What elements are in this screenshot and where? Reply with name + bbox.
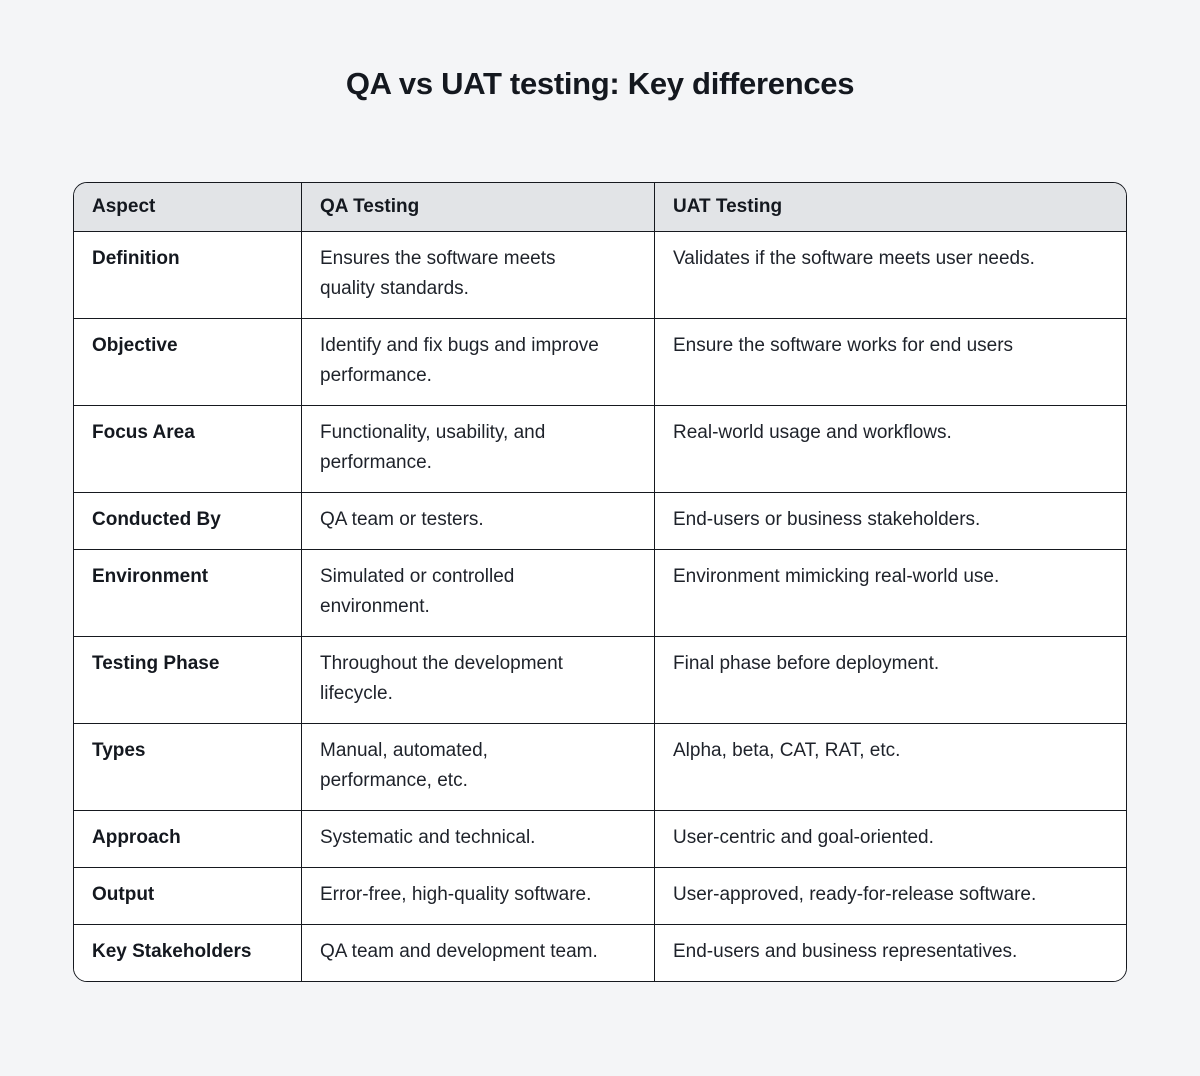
qa-value: Identify and fix bugs and improve perfor… bbox=[320, 335, 599, 386]
uat-cell: Ensure the software works for end users bbox=[655, 319, 1126, 406]
column-header-aspect: Aspect bbox=[74, 183, 302, 232]
aspect-cell: Definition bbox=[74, 232, 302, 319]
aspect-cell: Conducted By bbox=[74, 493, 302, 550]
page-title: QA vs UAT testing: Key differences bbox=[345, 66, 855, 101]
qa-cell: Manual, automated, performance, etc. bbox=[302, 724, 655, 811]
uat-cell: User-approved, ready-for-release softwar… bbox=[655, 868, 1126, 925]
uat-cell: End-users or business stakeholders. bbox=[655, 493, 1126, 550]
aspect-cell: Environment bbox=[74, 550, 302, 637]
qa-value: Functionality, usability, and performanc… bbox=[320, 422, 546, 473]
uat-value: Environment mimicking real-world use. bbox=[673, 566, 1000, 587]
uat-value: User-centric and goal-oriented. bbox=[673, 827, 934, 848]
qa-cell: QA team or testers. bbox=[302, 493, 655, 550]
aspect-label: Approach bbox=[92, 827, 181, 848]
uat-cell: Real-world usage and workflows. bbox=[655, 406, 1126, 493]
uat-value: End-users or business stakeholders. bbox=[673, 509, 981, 530]
qa-cell: Ensures the software meets quality stand… bbox=[302, 232, 655, 319]
uat-value: Real-world usage and workflows. bbox=[673, 422, 952, 443]
uat-cell: Validates if the software meets user nee… bbox=[655, 232, 1126, 319]
qa-cell: Identify and fix bugs and improve perfor… bbox=[302, 319, 655, 406]
uat-cell: End-users and business representatives. bbox=[655, 925, 1126, 981]
uat-value: Ensure the software works for end users bbox=[673, 335, 1014, 356]
aspect-cell: Output bbox=[74, 868, 302, 925]
aspect-label: Output bbox=[92, 884, 155, 905]
aspect-label: Objective bbox=[92, 335, 178, 356]
uat-value: End-users and business representatives. bbox=[673, 941, 1018, 962]
qa-value: QA team and development team. bbox=[320, 941, 598, 962]
comparison-table: Aspect QA Testing UAT Testing Definition… bbox=[74, 183, 1126, 981]
qa-value: Error-free, high-quality software. bbox=[320, 884, 592, 905]
qa-value: Throughout the development lifecycle. bbox=[320, 653, 563, 704]
aspect-cell: Key Stakeholders bbox=[74, 925, 302, 981]
aspect-cell: Types bbox=[74, 724, 302, 811]
aspect-label: Environment bbox=[92, 566, 209, 587]
qa-cell: Error-free, high-quality software. bbox=[302, 868, 655, 925]
aspect-label: Testing Phase bbox=[92, 653, 220, 674]
table-row-definition: Definition Ensures the software meets qu… bbox=[74, 232, 1126, 319]
qa-cell: Simulated or controlled environment. bbox=[302, 550, 655, 637]
aspect-label: Key Stakeholders bbox=[92, 941, 252, 962]
uat-value: Final phase before deployment. bbox=[673, 653, 940, 674]
uat-cell: Alpha, beta, CAT, RAT, etc. bbox=[655, 724, 1126, 811]
comparison-table-card: Aspect QA Testing UAT Testing Definition… bbox=[73, 182, 1127, 982]
table-row-objective: Objective Identify and fix bugs and impr… bbox=[74, 319, 1126, 406]
uat-cell: User-centric and goal-oriented. bbox=[655, 811, 1126, 868]
qa-cell: Functionality, usability, and performanc… bbox=[302, 406, 655, 493]
table-row-conducted-by: Conducted By QA team or testers. End-use… bbox=[74, 493, 1126, 550]
uat-value: User-approved, ready-for-release softwar… bbox=[673, 884, 1037, 905]
aspect-cell: Testing Phase bbox=[74, 637, 302, 724]
table-row-focus-area: Focus Area Functionality, usability, and… bbox=[74, 406, 1126, 493]
uat-cell: Environment mimicking real-world use. bbox=[655, 550, 1126, 637]
qa-cell: QA team and development team. bbox=[302, 925, 655, 981]
table-row-types: Types Manual, automated, performance, et… bbox=[74, 724, 1126, 811]
uat-cell: Final phase before deployment. bbox=[655, 637, 1126, 724]
qa-value: Systematic and technical. bbox=[320, 827, 536, 848]
uat-value: Alpha, beta, CAT, RAT, etc. bbox=[673, 740, 901, 761]
table-header-row: Aspect QA Testing UAT Testing bbox=[74, 183, 1126, 232]
table-row-approach: Approach Systematic and technical. User-… bbox=[74, 811, 1126, 868]
table-row-testing-phase: Testing Phase Throughout the development… bbox=[74, 637, 1126, 724]
uat-value: Validates if the software meets user nee… bbox=[673, 248, 1035, 269]
aspect-label: Definition bbox=[92, 248, 180, 269]
aspect-cell: Objective bbox=[74, 319, 302, 406]
column-header-uat-testing: UAT Testing bbox=[655, 183, 1126, 232]
table-row-output: Output Error-free, high-quality software… bbox=[74, 868, 1126, 925]
qa-cell: Throughout the development lifecycle. bbox=[302, 637, 655, 724]
aspect-label: Focus Area bbox=[92, 422, 195, 443]
column-header-qa-testing: QA Testing bbox=[302, 183, 655, 232]
aspect-label: Types bbox=[92, 740, 146, 761]
table-row-key-stakeholders: Key Stakeholders QA team and development… bbox=[74, 925, 1126, 981]
qa-cell: Systematic and technical. bbox=[302, 811, 655, 868]
qa-value: Simulated or controlled environment. bbox=[320, 566, 515, 617]
table-row-environment: Environment Simulated or controlled envi… bbox=[74, 550, 1126, 637]
aspect-label: Conducted By bbox=[92, 509, 221, 530]
qa-value: Ensures the software meets quality stand… bbox=[320, 248, 556, 299]
aspect-cell: Focus Area bbox=[74, 406, 302, 493]
qa-value: Manual, automated, performance, etc. bbox=[320, 740, 488, 791]
aspect-cell: Approach bbox=[74, 811, 302, 868]
qa-value: QA team or testers. bbox=[320, 509, 484, 530]
